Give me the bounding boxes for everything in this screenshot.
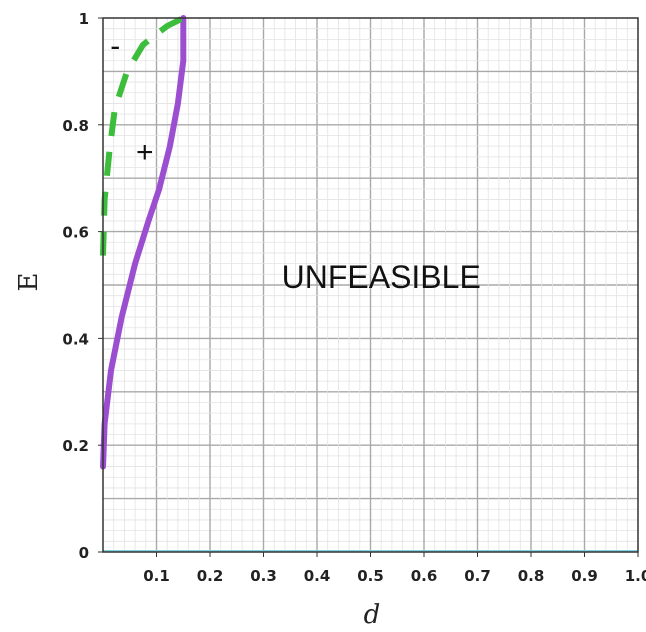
x-tick-label: 0.9 [571,567,598,585]
sign-label: + [136,136,154,169]
sign-label: - [110,29,120,62]
x-tick-label: 0.5 [357,567,384,585]
y-tick-label: 0.4 [62,330,89,348]
x-axis: 0.1 0.2 0.3 0.4 0.5 0.6 0.7 0.8 0.9 1.0 [143,552,646,585]
x-tick-label: 0.3 [250,567,277,585]
dashed-curve [100,15,185,256]
y-tick-label: 0.6 [62,224,89,242]
x-tick-label: 0.8 [518,567,545,585]
x-tick-label: 0.2 [197,567,224,585]
y-tick-label: 0.2 [62,437,89,455]
x-axis-title: d [364,600,381,630]
solid-curve [100,15,187,470]
y-tick-label: 0.8 [62,117,89,135]
x-tick-label: 0.4 [304,567,331,585]
y-tick-label: 0 [79,544,89,562]
x-tick-label: 0.7 [464,567,491,585]
y-axis-title: E [14,273,44,292]
x-tick-label: 0.6 [411,567,438,585]
x-tick-label: 1.0 [625,567,646,585]
series-layer [100,15,187,470]
grid [103,18,638,552]
y-axis: 0 0.2 0.4 0.6 0.8 1 [62,10,103,562]
y-tick-label: 1 [79,10,89,28]
region-label: UNFEASIBLE [282,259,481,295]
x-tick-label: 0.1 [143,567,170,585]
annotation-layer: UNFEASIBLE - + [110,29,480,295]
